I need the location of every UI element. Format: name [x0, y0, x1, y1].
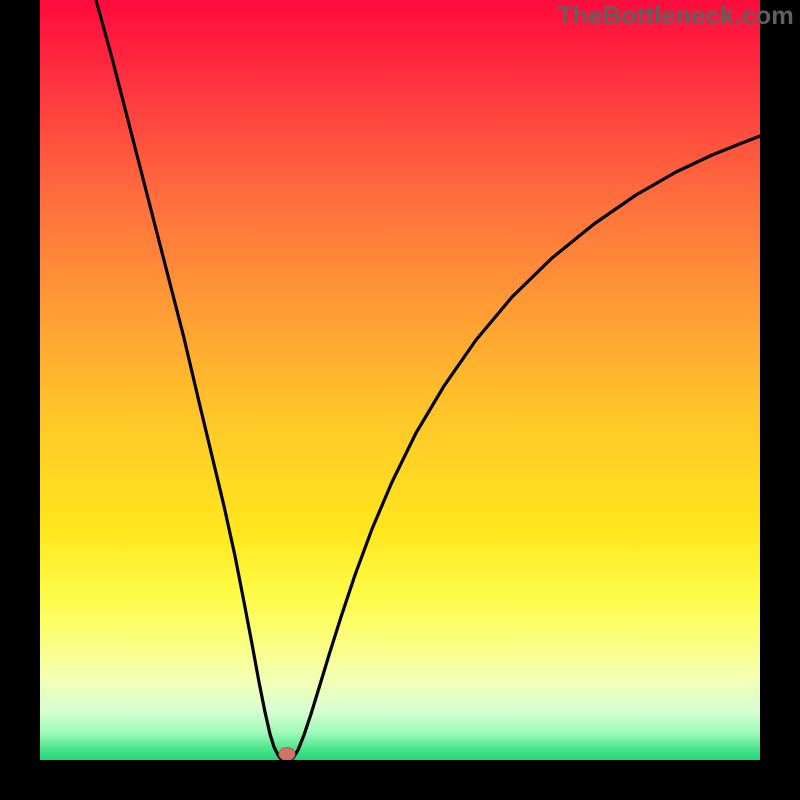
plot-area	[40, 0, 760, 760]
watermark-text: TheBottleneck.com	[557, 2, 794, 31]
frame-left	[0, 0, 40, 800]
gradient-bg	[40, 0, 760, 760]
minimum-marker	[279, 748, 295, 761]
chart-root: { "watermark": { "text": "TheBottleneck.…	[0, 0, 800, 800]
plot-svg	[40, 0, 760, 760]
frame-bottom	[0, 760, 800, 800]
frame-right	[760, 0, 800, 800]
